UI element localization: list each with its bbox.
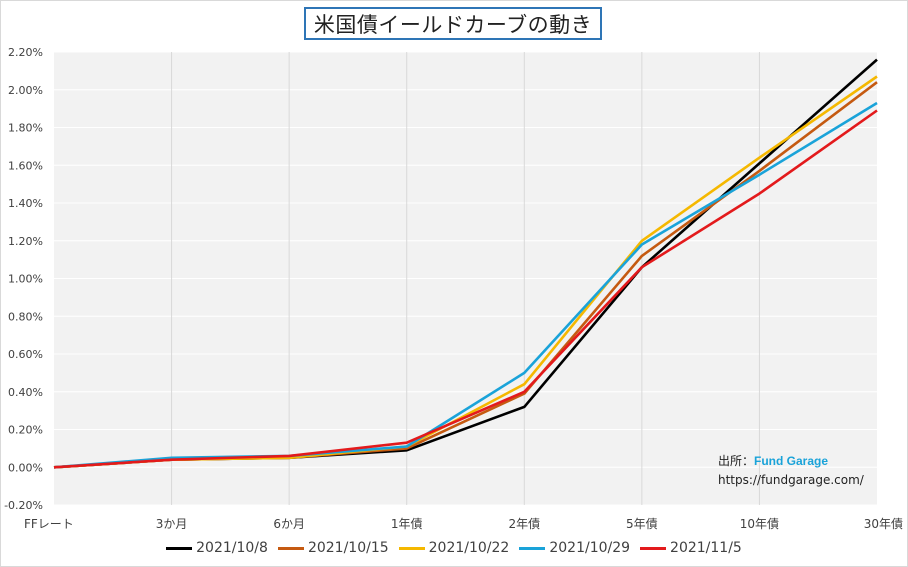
x-tick-label: 6か月: [273, 517, 305, 531]
legend-swatch: [166, 546, 193, 550]
y-tick-label: 2.00%: [8, 84, 43, 97]
y-tick-label: 2.20%: [8, 46, 43, 59]
legend-item: 2021/10/29: [519, 540, 630, 556]
legend-swatch: [398, 546, 425, 550]
x-tick-label: 30年債: [864, 516, 903, 531]
legend-label: 2021/10/29: [549, 540, 631, 556]
y-tick-label: 1.00%: [8, 273, 43, 286]
y-tick-label: 0.00%: [8, 461, 43, 474]
y-tick-label: 1.60%: [8, 159, 43, 172]
legend-swatch: [519, 546, 546, 550]
x-tick-label: 3か月: [156, 517, 188, 531]
x-tick-label: 2年債: [508, 516, 540, 531]
series-line-4: [53, 109, 878, 469]
y-axis-ticks: -0.20% 0.00% 0.20% 0.40% 0.60% 0.80% 1.00% 1.20…: [4, 46, 43, 512]
legend-label: 2021/10/15: [307, 540, 389, 556]
chart-legend: 2021/10/8 2021/10/15 2021/10/22 2021/10/29 2…: [0, 537, 908, 559]
legend-item: 2021/11/5: [640, 540, 742, 556]
y-tick-label: -0.20%: [4, 499, 43, 512]
y-tick-label: 0.60%: [8, 348, 43, 361]
legend-label: 2021/11/5: [670, 540, 742, 556]
gridlines: [54, 51, 877, 506]
legend-item: 2021/10/15: [277, 540, 389, 556]
legend-item: 2021/10/22: [398, 540, 510, 556]
y-tick-label: 0.80%: [8, 310, 43, 323]
x-tick-label: 1年債: [391, 516, 423, 531]
y-tick-label: 1.20%: [8, 235, 43, 248]
y-tick-label: 1.80%: [8, 122, 43, 135]
y-tick-label: 0.40%: [8, 386, 43, 399]
x-tick-label: 10年債: [740, 516, 779, 531]
source-label: 出所：: [718, 454, 755, 468]
chart-title: 米国債イールドカーブの動き: [304, 7, 602, 40]
legend-item: 2021/10/8: [166, 540, 268, 556]
legend-swatch: [277, 546, 304, 550]
y-tick-label: 1.40%: [8, 197, 43, 210]
y-tick-label: 0.20%: [8, 424, 43, 437]
source-credit: 出所：Fund Garage: [718, 452, 828, 469]
series-lines: [53, 58, 878, 469]
x-axis-ticks: FFレート 3か月 6か月 1年債 2年債 5年債 10年債 30年債: [24, 516, 903, 531]
source-brand: Fund Garage: [754, 454, 829, 468]
source-url: https://fundgarage.com/: [718, 473, 864, 487]
legend-swatch: [640, 546, 667, 550]
x-tick-label: FFレート: [24, 517, 74, 531]
legend-label: 2021/10/8: [196, 540, 268, 556]
x-tick-label: 5年債: [626, 516, 658, 531]
series-line-3: [53, 101, 878, 469]
legend-label: 2021/10/22: [428, 540, 510, 556]
